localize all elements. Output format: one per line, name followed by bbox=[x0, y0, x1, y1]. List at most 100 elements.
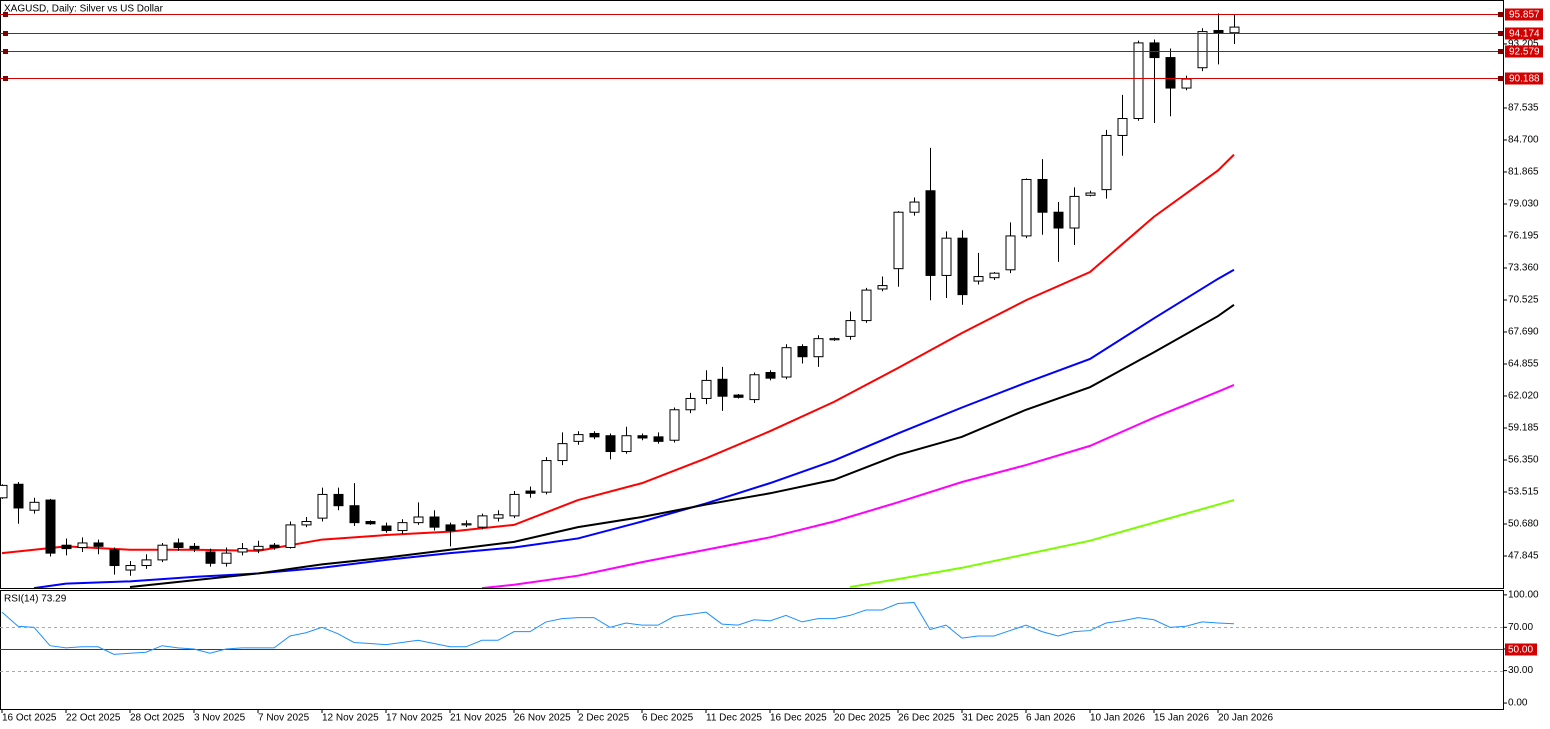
y-tick-label: 62.020 bbox=[1508, 391, 1539, 402]
candle-body bbox=[285, 524, 296, 548]
candle-body bbox=[477, 515, 488, 528]
y-tick-label: 93.205 bbox=[1508, 39, 1539, 50]
x-tick-label: 3 Nov 2025 bbox=[194, 713, 246, 724]
candle-body bbox=[877, 285, 888, 290]
candle-body bbox=[1229, 26, 1240, 34]
candle-body bbox=[493, 514, 504, 519]
level-label: 95.857 bbox=[1509, 10, 1540, 21]
candle-body bbox=[61, 544, 72, 550]
candle-body bbox=[317, 493, 328, 519]
level-label-box bbox=[1505, 27, 1543, 40]
y-tick-label: 53.515 bbox=[1508, 487, 1539, 498]
x-tick-label: 6 Dec 2025 bbox=[642, 713, 694, 724]
candle-body bbox=[765, 372, 776, 379]
candle-body bbox=[1085, 192, 1096, 196]
candle-body bbox=[509, 493, 520, 517]
moving-average bbox=[129, 303, 1235, 588]
candle-body bbox=[989, 272, 1000, 279]
candle-body bbox=[1037, 178, 1048, 213]
axes: 47.845 50.680 53.515 56.350 59.185 62.020 64.8… bbox=[1, 8, 1543, 724]
candle-body bbox=[413, 516, 424, 524]
candle-body bbox=[429, 516, 440, 528]
moving-average bbox=[481, 384, 1235, 588]
candle-body bbox=[1133, 42, 1144, 120]
rsi-title: RSI(14) 73.29 bbox=[4, 594, 67, 605]
rsi-plot bbox=[0, 601, 1503, 672]
y-tick-label: 87.535 bbox=[1508, 103, 1539, 114]
y-tick-label: 56.350 bbox=[1508, 455, 1539, 466]
x-tick-label: 7 Nov 2025 bbox=[258, 713, 310, 724]
candle-body bbox=[957, 237, 968, 296]
level-label-box bbox=[1505, 72, 1543, 85]
candle-body bbox=[589, 432, 600, 438]
moving-average bbox=[33, 268, 1235, 588]
rsi-line bbox=[1, 601, 1235, 655]
level-marker bbox=[3, 12, 8, 17]
candle-body bbox=[45, 499, 56, 554]
candle-body bbox=[1149, 42, 1160, 59]
level-label: 94.174 bbox=[1509, 29, 1540, 40]
x-tick-label: 2 Dec 2025 bbox=[578, 713, 630, 724]
y-tick-label: 81.865 bbox=[1508, 167, 1539, 178]
candle-body bbox=[1117, 118, 1128, 136]
level-label-box bbox=[1505, 8, 1543, 21]
x-tick-label: 26 Dec 2025 bbox=[898, 713, 955, 724]
x-tick-label: 15 Jan 2026 bbox=[1154, 713, 1209, 724]
candle-body bbox=[221, 552, 232, 564]
candle-body bbox=[829, 338, 840, 341]
candle-body bbox=[381, 525, 392, 532]
candle-body bbox=[0, 484, 8, 499]
candle-body bbox=[29, 501, 40, 511]
y-tick-label: 84.700 bbox=[1508, 135, 1539, 146]
level-label: 90.188 bbox=[1509, 74, 1540, 85]
candle-body bbox=[525, 490, 536, 494]
main-frame bbox=[0, 0, 1504, 589]
x-tick-label: 22 Oct 2025 bbox=[66, 713, 121, 724]
candle-body bbox=[813, 338, 824, 358]
candle-body bbox=[237, 548, 248, 553]
moving-average bbox=[849, 499, 1235, 588]
candle-body bbox=[189, 545, 200, 550]
candle-body bbox=[573, 434, 584, 442]
level-label-box bbox=[1505, 45, 1543, 58]
candle-body bbox=[653, 436, 664, 442]
level-marker bbox=[3, 49, 8, 54]
y-tick-label: 50.680 bbox=[1508, 519, 1539, 530]
x-tick-label: 21 Nov 2025 bbox=[450, 713, 507, 724]
candle-body bbox=[333, 493, 344, 507]
y-tick-label: 67.690 bbox=[1508, 327, 1539, 338]
x-tick-label: 31 Dec 2025 bbox=[962, 713, 1019, 724]
level-label-box bbox=[1505, 643, 1537, 656]
candle-body bbox=[157, 544, 168, 561]
candle-body bbox=[301, 521, 312, 526]
candle-body bbox=[1005, 235, 1016, 271]
candle-body bbox=[173, 542, 184, 548]
main-plot bbox=[0, 13, 1503, 588]
candle-body bbox=[93, 542, 104, 547]
x-tick-label: 28 Oct 2025 bbox=[130, 713, 185, 724]
candle-body bbox=[141, 559, 152, 567]
candle-body bbox=[13, 483, 24, 509]
chart-title: XAGUSD, Daily: Silver vs US Dollar bbox=[4, 4, 164, 15]
candle-body bbox=[685, 397, 696, 411]
candle-body bbox=[461, 523, 472, 526]
candle-body bbox=[1181, 78, 1192, 89]
y-tick-label: 70.00 bbox=[1508, 622, 1533, 633]
x-tick-label: 17 Nov 2025 bbox=[386, 713, 443, 724]
x-tick-label: 20 Dec 2025 bbox=[834, 713, 891, 724]
y-tick-label: 47.845 bbox=[1508, 551, 1539, 562]
candle-body bbox=[77, 542, 88, 548]
candle-body bbox=[1213, 29, 1224, 34]
candle-body bbox=[253, 545, 264, 551]
level-marker bbox=[1498, 12, 1503, 17]
candle-body bbox=[445, 524, 456, 532]
x-tick-label: 16 Dec 2025 bbox=[770, 713, 827, 724]
candle-body bbox=[973, 276, 984, 282]
x-tick-label: 12 Nov 2025 bbox=[322, 713, 379, 724]
candle-body bbox=[557, 443, 568, 462]
candle-body bbox=[349, 505, 360, 524]
candle-body bbox=[1069, 195, 1080, 229]
candle-body bbox=[1197, 31, 1208, 69]
x-tick-label: 26 Nov 2025 bbox=[514, 713, 571, 724]
level-label: 92.579 bbox=[1509, 47, 1540, 58]
